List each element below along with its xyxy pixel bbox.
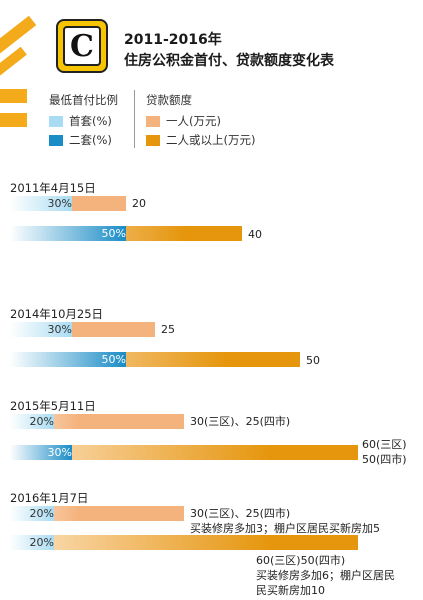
loan-label-one-person: 25 bbox=[161, 323, 175, 336]
loan-label-two-plus: 50 bbox=[306, 354, 320, 367]
loan-note-two-plus-2: 民买新房加10 bbox=[256, 584, 325, 597]
loan-label-one-person: 30(三区)、25(四市) bbox=[190, 507, 291, 520]
legend-ratio-header: 最低首付比例 bbox=[49, 93, 118, 107]
loan-label-two-plus: 40 bbox=[248, 228, 262, 241]
chart-title-line2: 住房公积金首付、贷款额度变化表 bbox=[124, 53, 334, 69]
loan-note-two-plus: 买装修房多加6；棚户区居民 bbox=[256, 569, 395, 582]
group-date: 2011年4月15日 bbox=[10, 181, 96, 195]
ratio-bar-first-home bbox=[10, 506, 54, 521]
ratio-bar-second-home bbox=[10, 352, 126, 367]
loan-label-one-person: 20 bbox=[132, 197, 146, 210]
legend-swatch-one-person bbox=[146, 115, 160, 127]
ratio-bar-first-home bbox=[10, 196, 72, 211]
legend-swatch-first-home bbox=[49, 115, 63, 127]
loan-label-one-person: 30(三区)、25(四市) bbox=[190, 415, 291, 428]
loan-label-two-plus: 60(三区)50(四市) bbox=[256, 554, 346, 567]
ratio-bar-first-home bbox=[10, 322, 72, 337]
decor-bar-1 bbox=[0, 89, 27, 103]
group-date: 2015年5月11日 bbox=[10, 399, 96, 413]
ratio-bar-second-home bbox=[10, 535, 54, 550]
ratio-bar-first-home bbox=[10, 414, 54, 429]
legend-two-plus: 二人或以上(万元) bbox=[146, 132, 255, 148]
logo-letter: C bbox=[63, 26, 101, 66]
legend-divider bbox=[134, 90, 135, 148]
loan-label-two-plus-2: 50(四市) bbox=[362, 453, 407, 466]
legend-label-one-person: 一人(万元) bbox=[166, 114, 221, 128]
legend-swatch-two-plus bbox=[146, 134, 160, 146]
legend-one-person: 一人(万元) bbox=[146, 113, 221, 129]
legend-label-two-plus: 二人或以上(万元) bbox=[166, 133, 256, 147]
ratio-label-first-home: 20% bbox=[29, 507, 54, 520]
ratio-label-second-home: 50% bbox=[101, 227, 126, 240]
ratio-bar-second-home bbox=[10, 445, 72, 460]
ratio-label-first-home: 30% bbox=[47, 323, 72, 336]
ratio-label-second-home: 20% bbox=[29, 536, 54, 549]
legend-loan-header: 贷款额度 bbox=[146, 93, 192, 107]
decor-bar-2 bbox=[0, 113, 27, 127]
group-date: 2014年10月25日 bbox=[10, 307, 104, 321]
ratio-label-first-home: 30% bbox=[47, 197, 72, 210]
loan-bar-two-plus bbox=[10, 445, 358, 460]
loan-note-one-person: 买装修房多加3；棚户区居民买新房加5 bbox=[190, 522, 380, 535]
legend-swatch-second-home bbox=[49, 134, 63, 146]
ratio-label-second-home: 50% bbox=[101, 353, 126, 366]
legend-first-home: 首套(%) bbox=[49, 113, 112, 129]
loan-bar-two-plus bbox=[10, 535, 358, 550]
legend-label-first-home: 首套(%) bbox=[69, 114, 112, 128]
loan-label-two-plus: 60(三区) bbox=[362, 438, 407, 451]
legend-label-second-home: 二套(%) bbox=[69, 133, 112, 147]
group-date: 2016年1月7日 bbox=[10, 491, 89, 505]
ratio-label-first-home: 20% bbox=[29, 415, 54, 428]
ratio-bar-second-home bbox=[10, 226, 126, 241]
chart-title-line1: 2011-2016年 bbox=[124, 32, 222, 48]
legend-second-home: 二套(%) bbox=[49, 132, 112, 148]
ratio-label-second-home: 30% bbox=[47, 446, 72, 459]
decor-stripe-2 bbox=[0, 46, 27, 80]
logo-badge: C bbox=[56, 19, 108, 73]
